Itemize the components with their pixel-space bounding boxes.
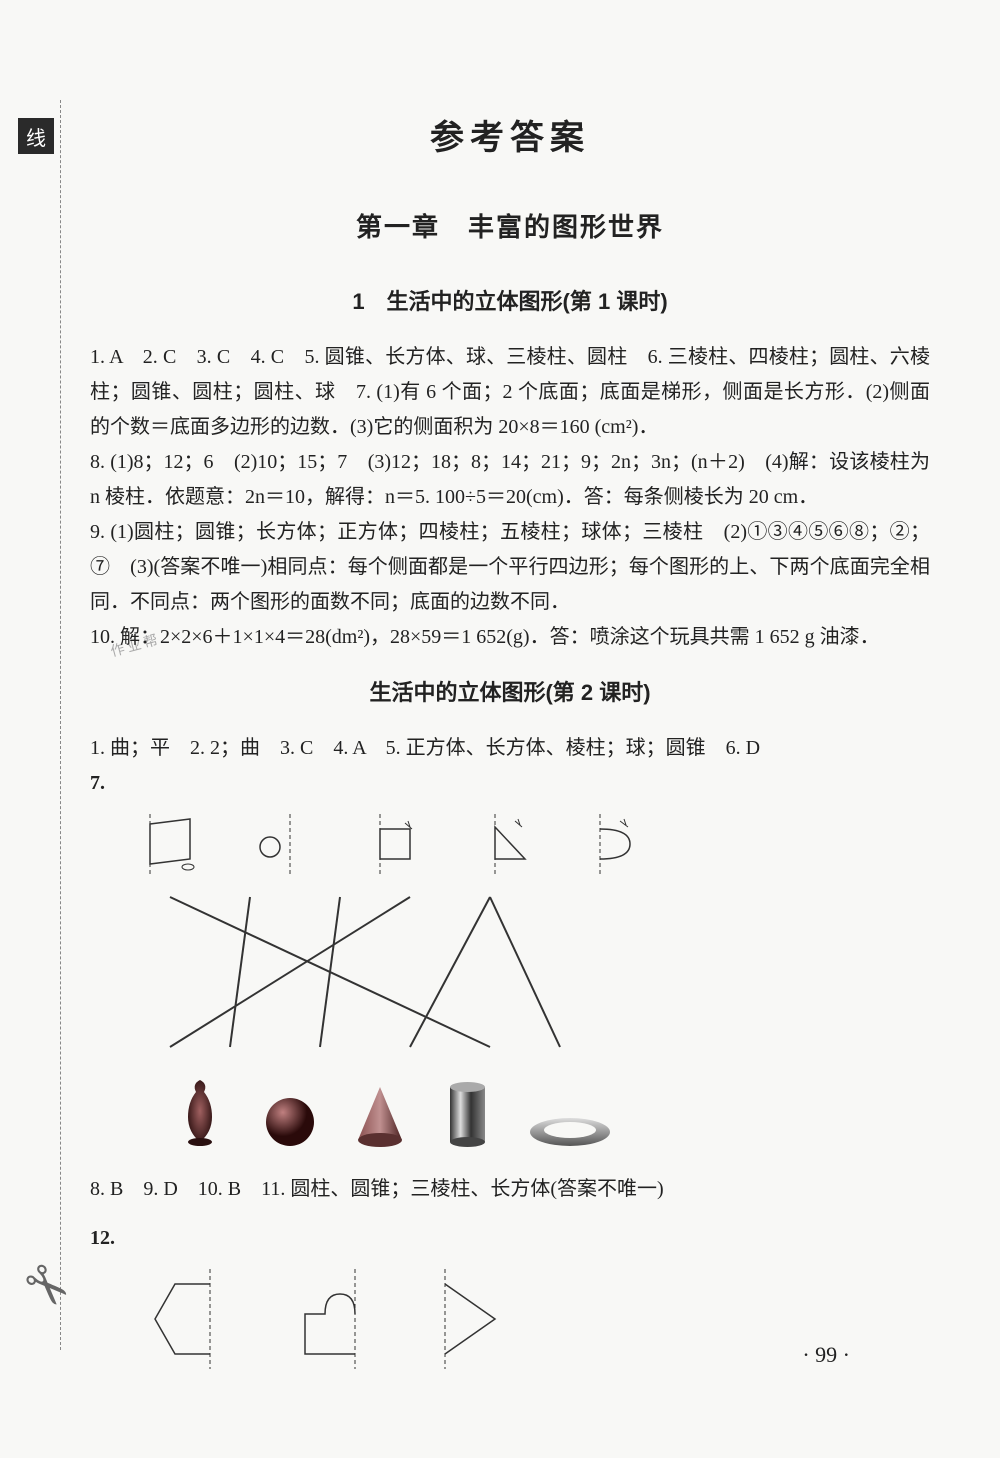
- q7-shape-4: [470, 809, 550, 879]
- q12-label: 12.: [90, 1221, 930, 1256]
- solid-sphere: [260, 1092, 320, 1152]
- q7-shapes-row: [90, 809, 930, 879]
- section2-line1: 1. 曲；平 2. 2；曲 3. C 4. A 5. 正方体、长方体、棱柱；球；…: [90, 731, 930, 766]
- q7-label: 7.: [90, 766, 930, 801]
- solid-ring: [525, 1112, 615, 1152]
- section1-line3: 9. (1)圆柱；圆锥；长方体；正方体；四棱柱；五棱柱；球体；三棱柱 (2)①③…: [90, 515, 930, 620]
- page-content: 参考答案 第一章 丰富的图形世界 1 生活中的立体图形(第 1 课时) 1. A…: [90, 110, 930, 1374]
- q12-shape-1: [140, 1264, 250, 1374]
- q7-shape-3: [360, 809, 440, 879]
- q12-shape-2: [280, 1264, 390, 1374]
- section1-line1: 1. A 2. C 3. C 4. C 5. 圆锥、长方体、球、三棱柱、圆柱 6…: [90, 340, 930, 445]
- q7-shape-1: [140, 809, 220, 879]
- chapter-title: 第一章 丰富的图形世界: [90, 207, 930, 244]
- section2-title: 生活中的立体图形(第 2 课时): [90, 675, 930, 707]
- page-number: · 99 ·: [802, 1342, 850, 1368]
- solid-vase: [170, 1072, 230, 1152]
- section2-line2: 8. B 9. D 10. B 11. 圆柱、圆锥；三棱柱、长方体(答案不唯一): [90, 1172, 930, 1207]
- solid-cylinder: [440, 1077, 495, 1152]
- section1-title: 1 生活中的立体图形(第 1 课时): [90, 284, 930, 316]
- solids-row: [90, 1072, 930, 1152]
- solid-cone: [350, 1082, 410, 1152]
- q7-shape-2: [250, 809, 330, 879]
- page-title: 参考答案: [90, 110, 930, 159]
- side-tab-label: 线: [18, 118, 54, 154]
- section1-line4: 10. 解：2×2×6＋1×1×4＝28(dm²)，28×59＝1 652(g)…: [90, 620, 930, 655]
- scissors-icon: ✂: [8, 1248, 85, 1325]
- q12-shape-3: [420, 1264, 530, 1374]
- cut-line: [60, 100, 61, 1350]
- section1-line2: 8. (1)8；12；6 (2)10；15；7 (3)12；18；8；14；21…: [90, 445, 930, 515]
- matching-diagram: [150, 887, 930, 1062]
- q7-shape-5: [580, 809, 660, 879]
